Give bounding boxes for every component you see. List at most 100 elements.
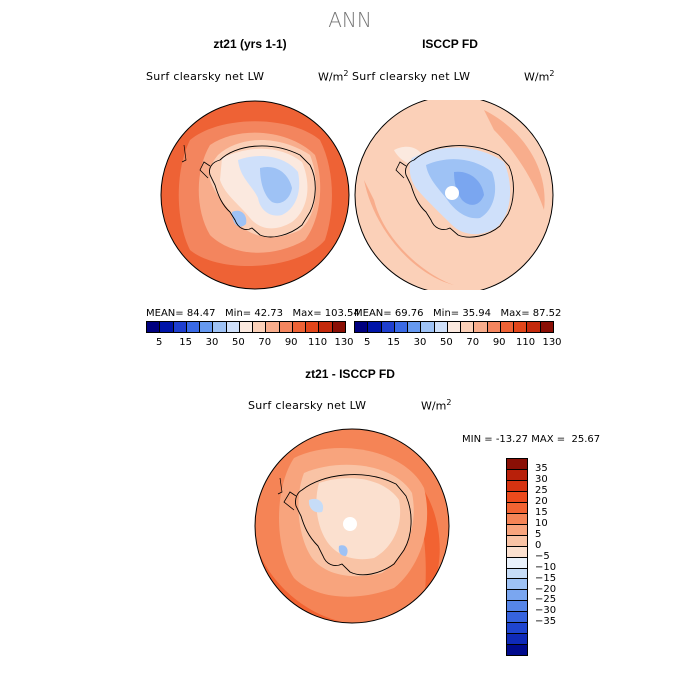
colorbar-swatch — [527, 322, 541, 332]
colorbar-swatch — [507, 546, 527, 558]
colorbar-label: 5 — [156, 337, 163, 348]
colorbar-swatch — [160, 322, 174, 332]
colorbar-label: 15 — [387, 337, 400, 348]
colorbar-swatch — [173, 322, 187, 332]
colorbar-label: −5 — [535, 550, 550, 562]
colorbar-label: 50 — [440, 337, 453, 348]
colorbar-label: 5 — [364, 337, 371, 348]
colorbar-label: 30 — [413, 337, 427, 348]
colorbar-label: −30 — [535, 605, 557, 617]
colorbar-swatch — [507, 623, 527, 635]
colorbar-label: 0 — [535, 539, 542, 551]
colorbar-label: −20 — [535, 583, 557, 595]
colorbar-swatch — [447, 322, 462, 332]
colorbar-swatch — [507, 645, 527, 656]
colorbar-label: −10 — [535, 561, 557, 573]
colorbar-label: 50 — [232, 337, 245, 348]
colorbar-swatch — [507, 480, 527, 492]
colorbar-swatch — [507, 459, 527, 470]
panel-1-unit: W/m2 — [318, 69, 349, 84]
panel-2-map — [354, 100, 554, 290]
colorbar-swatch — [507, 568, 527, 580]
colorbar-label: 90 — [284, 337, 298, 348]
colorbar-swatch — [306, 322, 320, 332]
colorbar-swatch — [266, 322, 280, 332]
colorbar-label: −35 — [535, 616, 557, 628]
colorbar-swatch — [507, 612, 527, 624]
colorbar-swatch — [514, 322, 528, 332]
panel-3-variable: Surf clearsky net LW — [248, 399, 367, 412]
colorbar-label: 30 — [205, 337, 219, 348]
colorbar-swatch — [507, 513, 527, 525]
colorbar-swatch — [332, 322, 345, 332]
panel-1-map — [160, 100, 350, 290]
colorbar-swatch — [507, 601, 527, 613]
colorbar-swatch — [368, 322, 382, 332]
colorbar-label: 25 — [535, 484, 548, 496]
colorbar-swatch — [487, 322, 501, 332]
colorbar-label: 35 — [535, 462, 548, 474]
colorbar-label: 15 — [179, 337, 192, 348]
panel-3-title: zt21 - ISCCP FD — [305, 367, 395, 381]
colorbar-label: 30 — [535, 473, 548, 485]
colorbar-label: 130 — [542, 337, 562, 348]
colorbar-swatch — [394, 322, 409, 332]
colorbar-swatch — [319, 322, 333, 332]
colorbar-swatch — [507, 469, 527, 481]
colorbar-label: −15 — [535, 572, 557, 584]
panel-2-stats: MEAN= 69.76 Min= 35.94 Max= 87.52 — [354, 308, 562, 319]
colorbar-swatch — [507, 491, 527, 503]
colorbar-swatch — [507, 524, 527, 536]
colorbar-label: 20 — [535, 495, 548, 507]
colorbar-swatch — [292, 322, 307, 332]
colorbar-label: 70 — [258, 337, 272, 348]
colorbar-swatch — [226, 322, 240, 332]
colorbar-swatch — [507, 579, 527, 591]
panel-2-colorbar — [354, 321, 554, 333]
panel-2-title: ISCCP FD — [422, 37, 478, 51]
colorbar-swatch — [461, 322, 475, 332]
panel-3-unit: W/m2 — [421, 398, 452, 413]
colorbar-label: 15 — [535, 506, 548, 518]
panel-1-colorbar — [146, 321, 346, 333]
colorbar-label: 90 — [492, 337, 506, 348]
colorbar-swatch — [434, 322, 448, 332]
panel-3-colorbar — [506, 458, 528, 657]
colorbar-swatch — [253, 322, 267, 332]
panel-1-variable: Surf clearsky net LW — [146, 70, 265, 83]
colorbar-swatch — [507, 634, 527, 646]
colorbar-label: 70 — [466, 337, 480, 348]
colorbar-label: 110 — [516, 337, 536, 348]
panel-2-unit: W/m2 — [524, 69, 555, 84]
colorbar-label: 110 — [308, 337, 328, 348]
colorbar-swatch — [507, 590, 527, 602]
panel-1-colorbar-labels: 5 15 30 50 70 90 110 130 — [146, 337, 354, 349]
colorbar-swatch — [507, 535, 527, 547]
colorbar-swatch — [507, 557, 527, 569]
colorbar-swatch — [421, 322, 435, 332]
colorbar-label: 10 — [535, 517, 548, 529]
panel-2-colorbar-labels: 5 15 30 50 70 90 110 130 — [354, 337, 562, 349]
colorbar-label: 5 — [535, 528, 542, 540]
panel-2-variable: Surf clearsky net LW — [352, 70, 471, 83]
colorbar-swatch — [186, 322, 201, 332]
colorbar-swatch — [200, 322, 214, 332]
colorbar-swatch — [147, 322, 161, 332]
colorbar-swatch — [381, 322, 395, 332]
colorbar-swatch — [279, 322, 293, 332]
colorbar-swatch — [507, 502, 527, 514]
colorbar-swatch — [239, 322, 254, 332]
colorbar-swatch — [408, 322, 422, 332]
colorbar-swatch — [540, 322, 553, 332]
figure-title: ANN — [328, 8, 372, 32]
panel-1-title: zt21 (yrs 1-1) — [213, 37, 287, 51]
colorbar-label: 130 — [334, 337, 354, 348]
panel-3-colorbar-labels: 35 30 25 20 15 10 5 0 −5 −10 −15 −20 −25 −30 −35 — [535, 458, 575, 627]
colorbar-label: −25 — [535, 594, 557, 606]
panel-3-map — [254, 428, 450, 624]
colorbar-swatch — [474, 322, 488, 332]
colorbar-swatch — [213, 322, 227, 332]
colorbar-swatch — [500, 322, 515, 332]
colorbar-swatch — [355, 322, 369, 332]
panel-3-stats: MIN = -13.27 MAX = 25.67 — [462, 434, 601, 445]
